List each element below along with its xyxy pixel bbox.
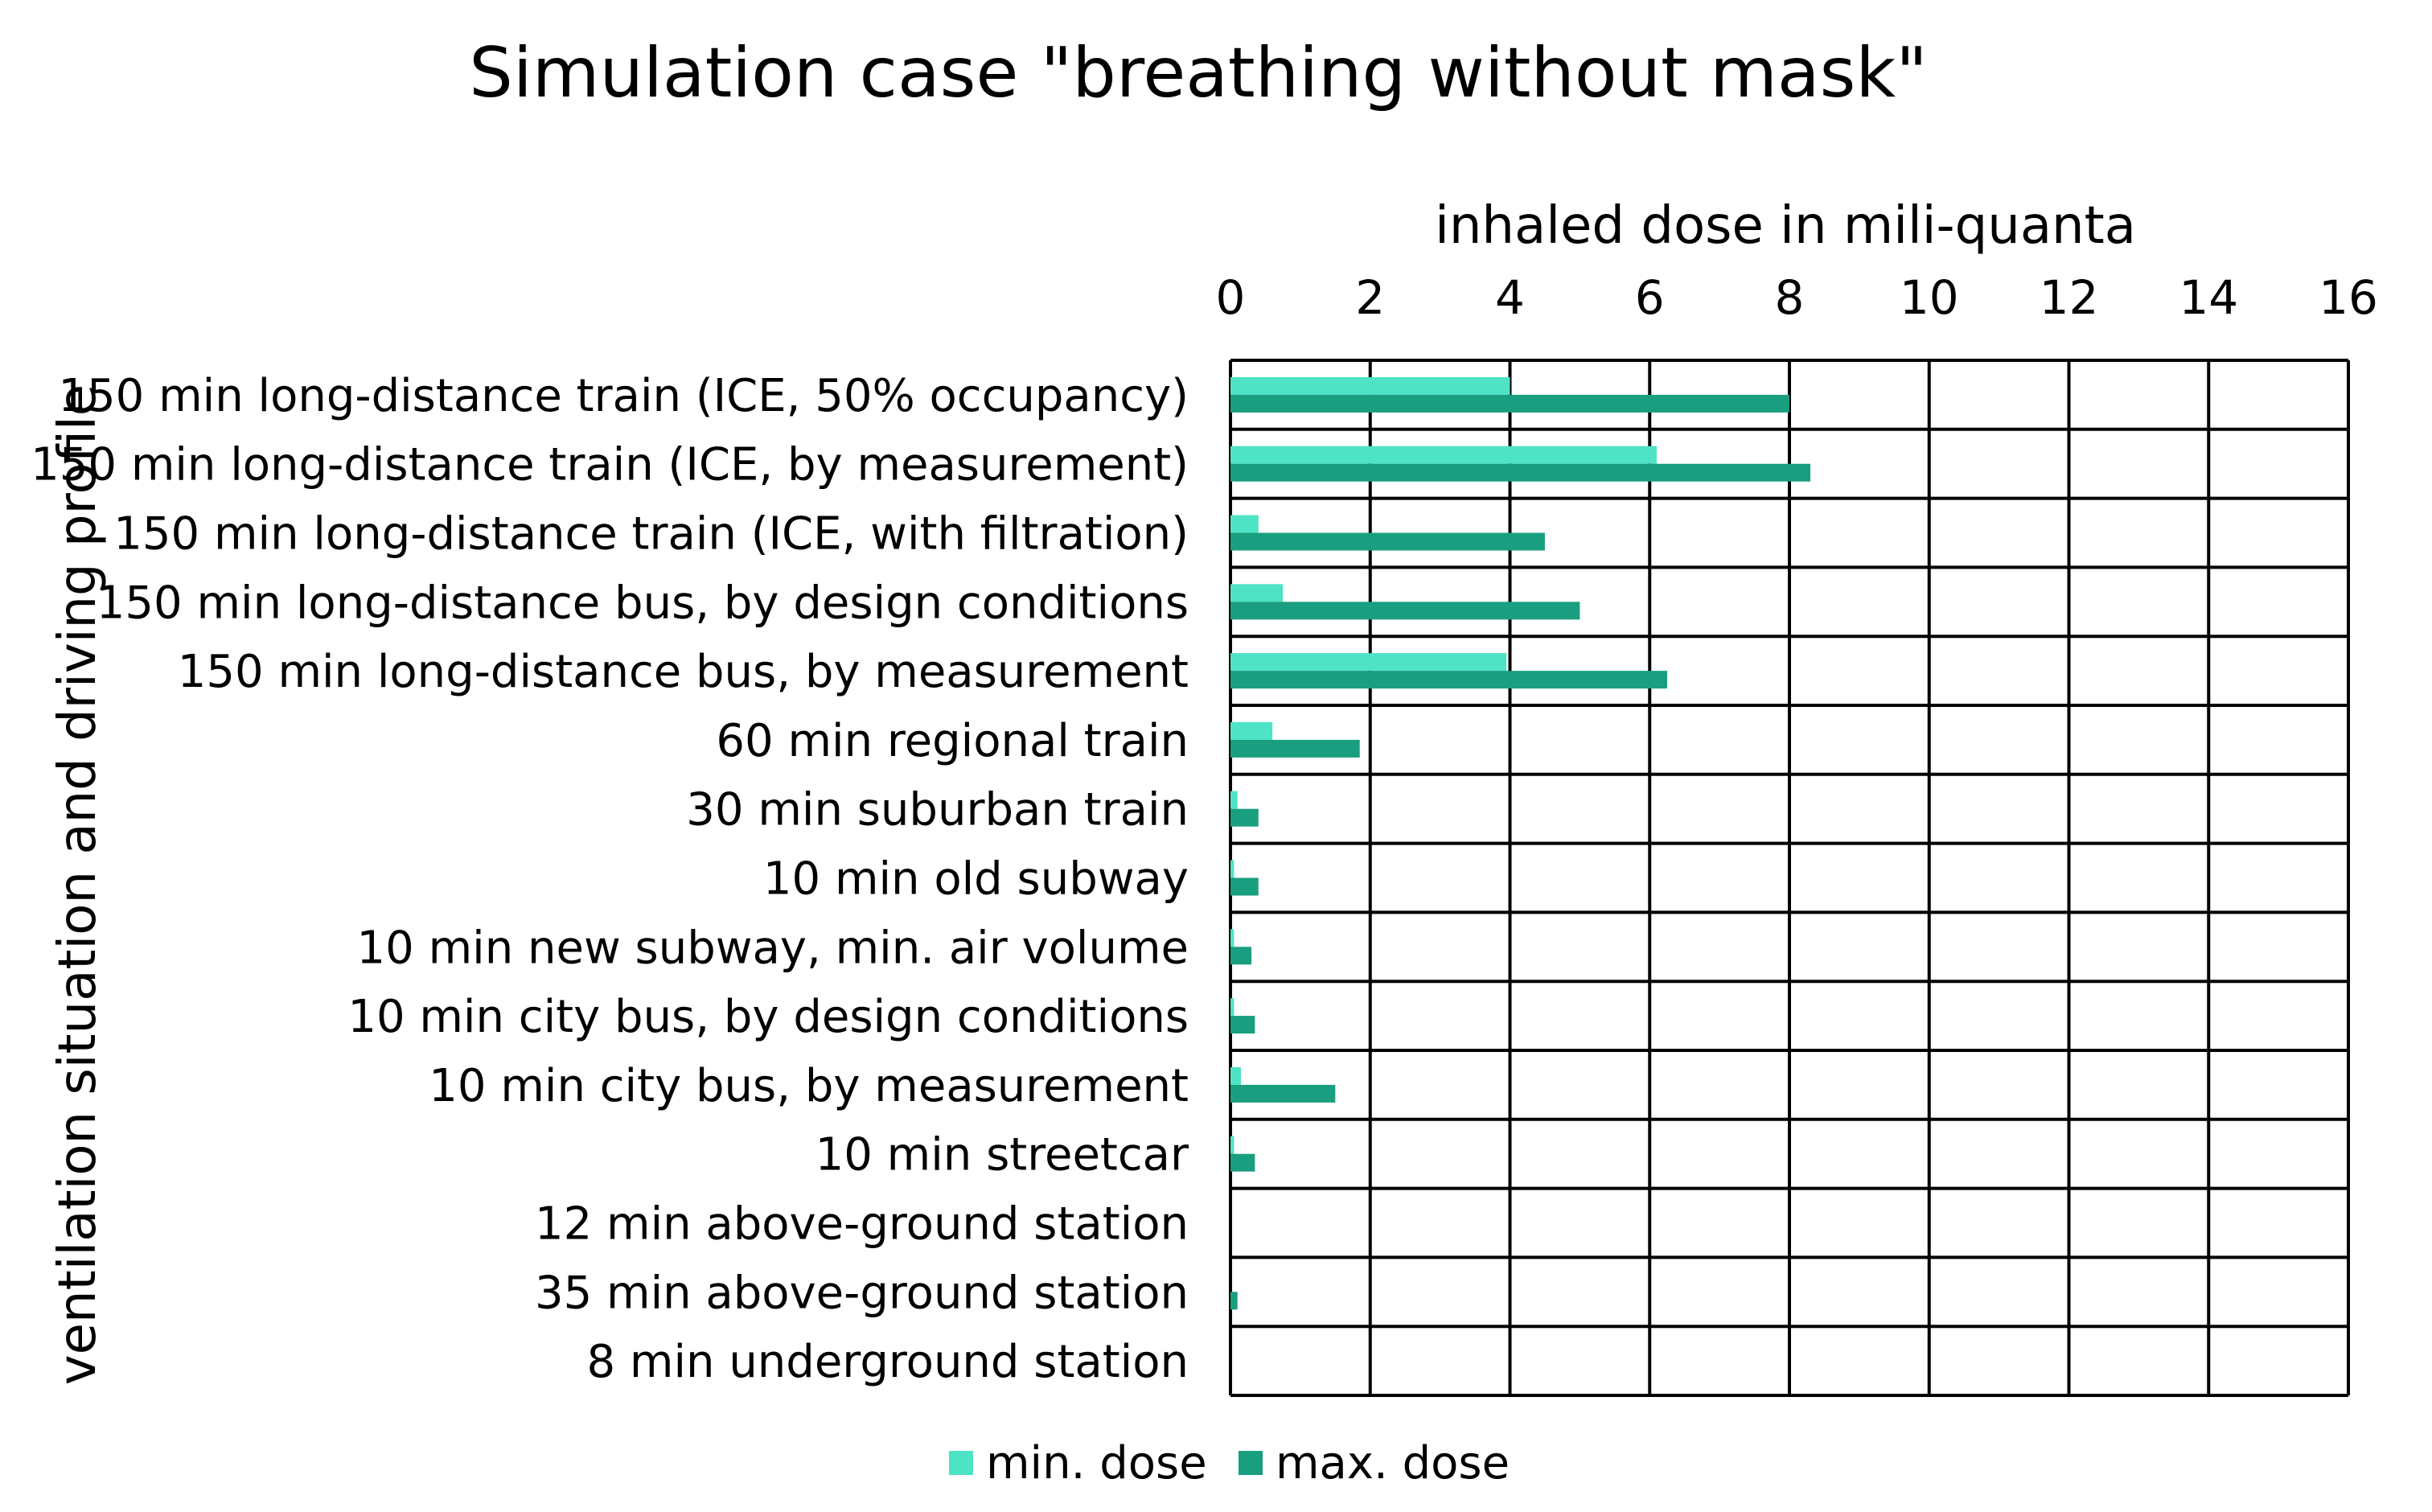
x-tick-label: 8 bbox=[1775, 270, 1805, 325]
bar-min-dose bbox=[1230, 584, 1284, 602]
category-label: 60 min regional train bbox=[716, 715, 1189, 767]
legend-label: min. dose bbox=[986, 1437, 1207, 1489]
category-label: 150 min long-distance bus, by design con… bbox=[97, 577, 1189, 629]
bar-max-dose bbox=[1230, 739, 1360, 758]
category-label: 10 min streetcar bbox=[815, 1129, 1189, 1181]
x-tick-labels: 0 2 4 6 8 10 12 14 16 bbox=[1216, 270, 2378, 325]
legend-swatch bbox=[1239, 1451, 1263, 1475]
x-tick-label: 6 bbox=[1635, 270, 1665, 325]
category-label: 30 min suburban train bbox=[686, 784, 1189, 836]
bar-min-dose bbox=[1230, 929, 1234, 947]
category-label: 150 min long-distance bus, by measuremen… bbox=[178, 646, 1189, 698]
bar-min-dose bbox=[1230, 1136, 1234, 1154]
category-label: 10 min city bus, by measurement bbox=[429, 1060, 1189, 1112]
bar-min-dose bbox=[1230, 998, 1234, 1017]
bar-min-dose bbox=[1230, 721, 1273, 740]
x-tick-label: 10 bbox=[1900, 270, 1959, 325]
bar-max-dose bbox=[1230, 947, 1252, 965]
bar-max-dose bbox=[1230, 877, 1259, 896]
bar-min-dose bbox=[1230, 1066, 1242, 1085]
bar-max-dose bbox=[1230, 532, 1545, 551]
bar-max-dose bbox=[1230, 394, 1789, 413]
bar-min-dose bbox=[1230, 376, 1510, 395]
chart-title: Simulation case "breathing without mask" bbox=[469, 33, 1928, 113]
legend-label: max. dose bbox=[1276, 1437, 1510, 1489]
x-tick-label: 0 bbox=[1216, 270, 1246, 325]
x-tick-label: 4 bbox=[1495, 270, 1525, 325]
category-label: 10 min new subway, min. air volume bbox=[357, 922, 1189, 974]
bar-max-dose bbox=[1230, 671, 1667, 689]
bar-max-dose bbox=[1230, 1016, 1255, 1034]
category-label: 150 min long-distance train (ICE, by mea… bbox=[31, 439, 1189, 491]
bar-max-dose bbox=[1230, 463, 1811, 482]
bar-min-dose bbox=[1230, 515, 1259, 533]
bar-max-dose bbox=[1230, 1084, 1336, 1103]
bar-max-dose bbox=[1230, 1153, 1255, 1172]
bars-layer bbox=[1230, 376, 1811, 1310]
y-axis-title: ventilation situation and driving profil… bbox=[48, 384, 108, 1385]
category-label: 150 min long-distance train (ICE, with f… bbox=[113, 508, 1189, 561]
x-tick-label: 2 bbox=[1355, 270, 1385, 325]
bar-min-dose bbox=[1230, 653, 1507, 672]
category-label: 10 min old subway bbox=[763, 853, 1189, 906]
category-label: 35 min above-ground station bbox=[535, 1267, 1189, 1319]
legend-swatch bbox=[949, 1451, 973, 1475]
x-axis-title: inhaled dose in mili-quanta bbox=[1435, 196, 2136, 256]
category-labels: 150 min long-distance train (ICE, 50% oc… bbox=[31, 370, 1189, 1388]
category-label: 8 min underground station bbox=[586, 1336, 1189, 1388]
bar-min-dose bbox=[1230, 860, 1234, 878]
category-label: 150 min long-distance train (ICE, 50% oc… bbox=[58, 370, 1189, 422]
x-tick-label: 12 bbox=[2040, 270, 2099, 325]
bar-max-dose bbox=[1230, 1292, 1238, 1310]
bar-max-dose bbox=[1230, 808, 1259, 827]
x-tick-label: 16 bbox=[2319, 270, 2378, 325]
legend: min. dose max. dose bbox=[949, 1437, 1510, 1489]
bar-max-dose bbox=[1230, 602, 1580, 620]
bar-min-dose bbox=[1230, 791, 1238, 809]
category-label: 10 min city bus, by design conditions bbox=[347, 991, 1189, 1043]
category-label: 12 min above-ground station bbox=[535, 1198, 1189, 1251]
x-tick-label: 14 bbox=[2179, 270, 2238, 325]
bar-min-dose bbox=[1230, 446, 1657, 464]
plot-grid bbox=[1229, 359, 2350, 1397]
